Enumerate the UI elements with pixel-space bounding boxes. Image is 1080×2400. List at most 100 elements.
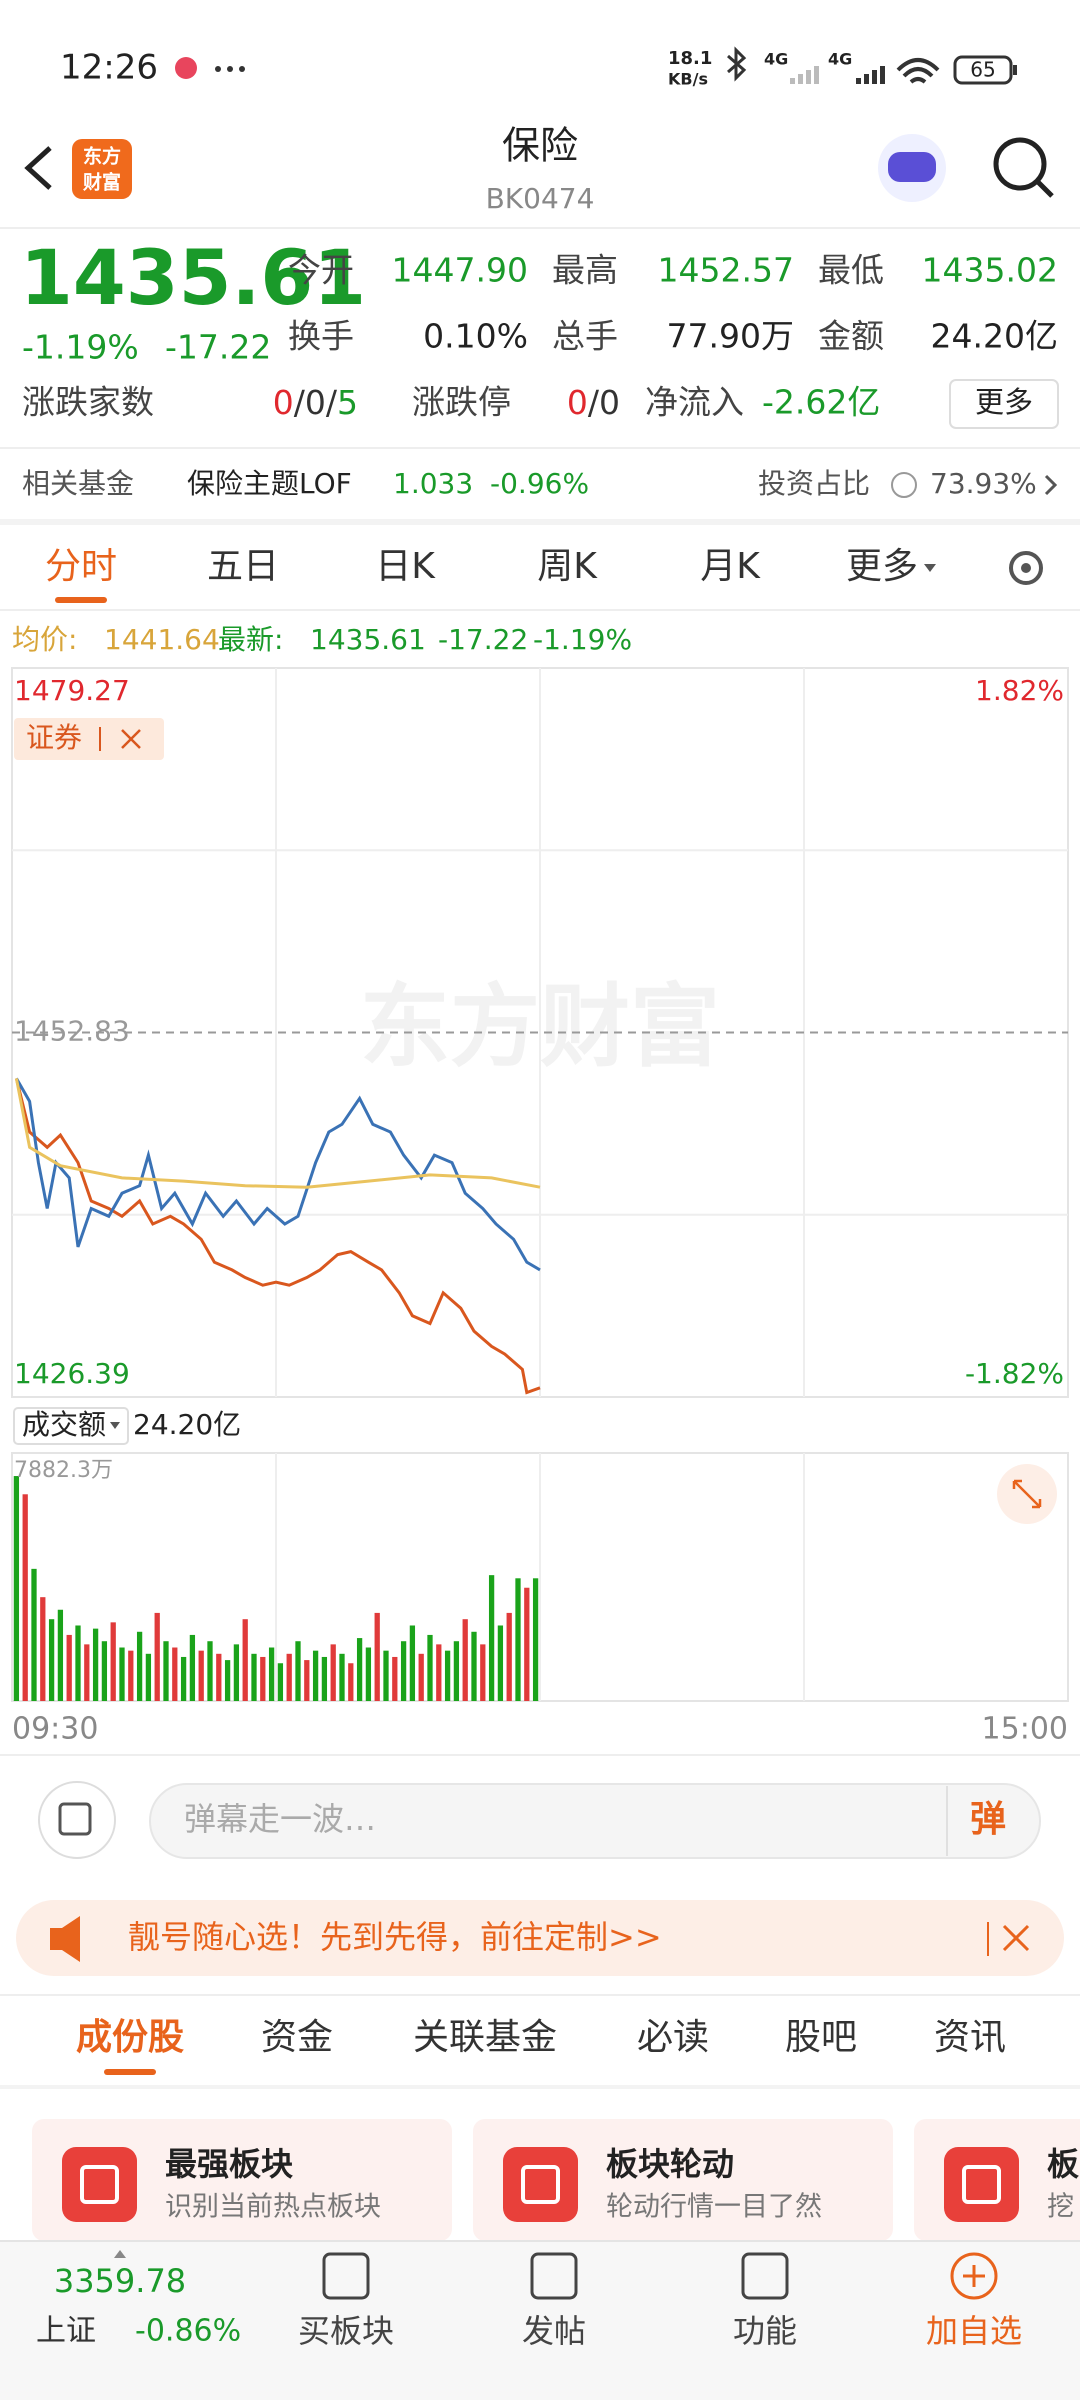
volume-total: 24.20亿	[133, 1408, 241, 1441]
comment-input[interactable]	[149, 1783, 1041, 1859]
megaphone-icon	[50, 1916, 80, 1962]
volume-bar	[13, 1476, 20, 1701]
comment-icon	[58, 1802, 92, 1836]
nav-label[interactable]: 功能	[733, 2312, 797, 2350]
more-dot	[227, 66, 233, 72]
section-tab[interactable]: 资讯	[934, 2017, 1006, 2058]
clock: 12:26	[60, 48, 158, 88]
nav-icon	[530, 2252, 578, 2300]
chip-close[interactable]	[121, 729, 141, 749]
latest-label: 最新:	[218, 623, 283, 656]
volume-bar	[154, 1612, 160, 1701]
volume-bar	[444, 1650, 451, 1701]
feature-card[interactable]	[473, 2119, 893, 2241]
fund-price: 1.033	[393, 467, 473, 500]
nav-label[interactable]: 发帖	[522, 2312, 586, 2350]
tab[interactable]: 五日	[207, 546, 279, 587]
card-icon-glyph	[521, 2165, 560, 2204]
card-title: 最强板块	[165, 2145, 293, 2183]
section-tab[interactable]: 股吧	[785, 2017, 857, 2058]
volume-bar	[330, 1644, 336, 1701]
nav-icon	[741, 2252, 789, 2300]
volume-bar	[57, 1609, 64, 1701]
comment-settings[interactable]	[38, 1781, 116, 1859]
overlay-name: 证券	[26, 721, 82, 754]
volume-bar	[251, 1653, 257, 1701]
help-icon[interactable]	[891, 472, 917, 498]
section-tab[interactable]: 必读	[637, 2017, 709, 2058]
tab[interactable]: 月K	[700, 546, 761, 587]
field-value: 24.20亿	[931, 317, 1058, 356]
volume-bar	[436, 1644, 442, 1701]
search-button[interactable]	[993, 137, 1047, 191]
field-value: 0.10%	[423, 317, 528, 356]
volume-bar	[207, 1641, 213, 1701]
index-name: 上证	[36, 2314, 96, 2349]
volume-bar	[506, 1612, 512, 1701]
volume-bar	[277, 1663, 284, 1701]
more-button[interactable]	[949, 379, 1059, 429]
network-type: 4G	[828, 50, 852, 69]
y2-tick-label: -1.82%	[965, 1357, 1064, 1390]
card-subtitle: 识别当前热点板块	[165, 2192, 381, 2223]
signal-icon	[856, 66, 885, 84]
nav-icon-plus	[963, 2265, 985, 2287]
card-title: 板块轮动	[606, 2145, 734, 2183]
field-label: 总手	[552, 317, 618, 356]
volume-bar	[242, 1619, 248, 1701]
settings-button[interactable]	[1009, 551, 1043, 585]
card-icon-glyph	[962, 2165, 1001, 2204]
feature-card[interactable]	[32, 2119, 452, 2241]
nav-label[interactable]: 加自选	[926, 2312, 1022, 2350]
volume-bar	[321, 1656, 328, 1701]
chevron[interactable]	[1044, 474, 1058, 496]
y2-tick-label: 1.82%	[975, 674, 1064, 707]
fund-label: 相关基金	[22, 467, 134, 500]
change-pct: -1.19%	[22, 328, 139, 367]
bottom-bar	[0, 2241, 1080, 2400]
volume-bar	[189, 1634, 196, 1701]
field-label: 换手	[288, 317, 354, 356]
section-tab[interactable]: 关联基金	[413, 2017, 557, 2058]
fund-change: -0.96%	[490, 467, 589, 500]
volume-bar	[128, 1650, 134, 1701]
danmaku-button[interactable]: 弹	[970, 1799, 1006, 1840]
nav-label[interactable]: 买板块	[298, 2312, 394, 2350]
index-value[interactable]: 3359.78	[54, 2262, 186, 2300]
fund-name[interactable]: 保险主题LOF	[187, 467, 352, 500]
net-speed-unit: KB/s	[668, 70, 708, 89]
volume-bar	[66, 1634, 72, 1701]
volume-bar	[462, 1619, 468, 1701]
net-speed: 18.1	[668, 48, 712, 69]
banner-text: 靓号随心选！先到先得，前往定制>>	[128, 1918, 662, 1956]
banner-close[interactable]	[1002, 1924, 1030, 1952]
tab[interactable]: 更多	[846, 546, 918, 587]
section-tab[interactable]: 资金	[261, 2017, 333, 2058]
logo-text: 财富	[83, 171, 121, 194]
back-button[interactable]	[24, 146, 52, 190]
overlay-chip[interactable]	[14, 718, 164, 760]
quote-fields: 今开 1447.90 最高 1452.57 最低 1435.02 换手 0.10% 总手 77.9…	[288, 251, 1058, 356]
tab[interactable]: 日K	[375, 546, 436, 587]
watermark: 东方财富	[360, 974, 720, 1079]
field-label: 最高	[552, 251, 618, 290]
volume-bar	[339, 1653, 345, 1701]
banner[interactable]	[16, 1900, 1064, 1976]
tab[interactable]: 分时	[45, 546, 117, 587]
section-tab[interactable]: 成份股	[76, 2017, 184, 2058]
avg-value: 1441.64	[104, 623, 220, 656]
chart-tabs: 分时 五日 日K 周K 月K 更多	[45, 546, 936, 603]
battery-tip	[1013, 65, 1017, 75]
tab[interactable]: 周K	[537, 546, 598, 587]
search-handle	[1035, 179, 1054, 198]
volume-selector[interactable]	[13, 1407, 129, 1445]
card-icon-glyph	[80, 2165, 119, 2204]
tab-underline	[55, 597, 107, 603]
volume-bar	[233, 1644, 240, 1701]
nav-icon	[322, 2252, 370, 2300]
limit-label: 涨跌停	[412, 383, 511, 422]
expand-indicator[interactable]	[114, 2250, 126, 2258]
volume-bar	[497, 1625, 504, 1701]
ratio-value: 73.93%	[930, 467, 1037, 500]
